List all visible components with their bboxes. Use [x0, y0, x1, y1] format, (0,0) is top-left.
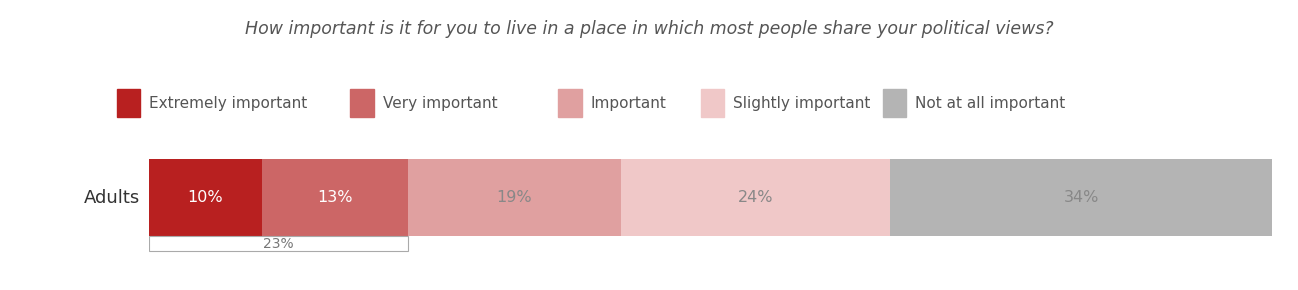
Bar — [408, 160, 620, 236]
Text: Slightly important: Slightly important — [733, 96, 871, 111]
Bar — [149, 160, 262, 236]
Text: How important is it for you to live in a place in which most people share your p: How important is it for you to live in a… — [245, 20, 1053, 38]
Bar — [117, 89, 140, 117]
Bar — [701, 89, 724, 117]
Bar — [558, 89, 582, 117]
Text: 13%: 13% — [317, 190, 352, 205]
Bar — [149, 236, 408, 251]
Bar — [890, 160, 1272, 236]
Text: Important: Important — [591, 96, 666, 111]
Text: Not at all important: Not at all important — [915, 96, 1066, 111]
Text: 34%: 34% — [1063, 190, 1099, 205]
Bar — [620, 160, 890, 236]
Bar — [262, 160, 408, 236]
Text: 19%: 19% — [496, 190, 532, 205]
Bar — [350, 89, 374, 117]
Text: Adults: Adults — [84, 189, 140, 207]
Text: Extremely important: Extremely important — [149, 96, 308, 111]
Text: 24%: 24% — [737, 190, 774, 205]
Bar — [883, 89, 906, 117]
Text: 23%: 23% — [263, 237, 293, 251]
Text: Very important: Very important — [383, 96, 497, 111]
Text: 10%: 10% — [188, 190, 223, 205]
